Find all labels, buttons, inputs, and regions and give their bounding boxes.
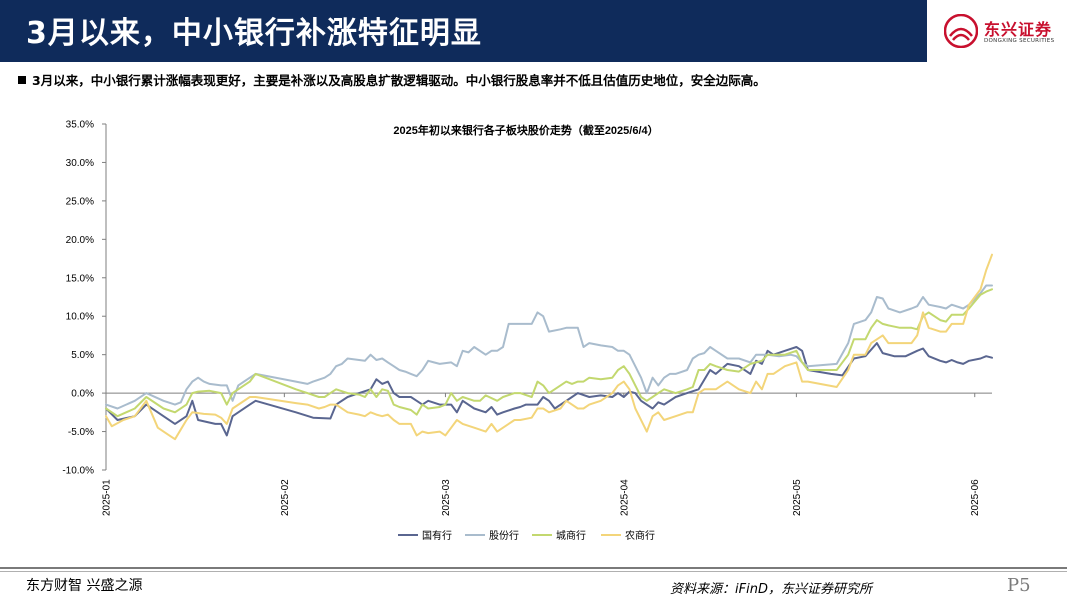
x-tick-label: 2025-04 [619,479,630,516]
y-tick-label: 30.0% [66,158,94,169]
y-tick-label: 20.0% [66,235,94,246]
summary-bullet: 3月以来，中小银行累计涨幅表现更好，主要是补涨以及高股息扩散逻辑驱动。中小银行股… [18,70,1058,89]
series-line-2 [105,284,993,410]
footer-slogan: 东方财智 兴盛之源 [26,578,143,594]
legend-label-3: 城商行 [556,529,586,542]
x-tick-label: 2025-06 [970,479,981,516]
y-tick-label: -5.0% [68,427,94,438]
x-tick-label: 2025-03 [441,479,452,516]
logo-text: 东兴证券 [984,20,1053,39]
footer-divider-thin [0,571,1067,572]
legend-label-1: 国有行 [422,529,452,542]
x-tick-label: 2025-02 [280,479,291,516]
y-tick-label: 10.0% [66,312,94,323]
series-line-4 [105,253,993,441]
header-bar [0,0,927,62]
y-tick-label: 0.0% [71,389,94,400]
series-line-3 [105,288,993,418]
line-chart: 35.0% 30.0% 25.0% 20.0% 15.0% 10.0% 5.0% 0.0% -5… [62,120,993,542]
footer-divider [0,567,1067,569]
y-tick-label: 5.0% [71,350,94,361]
page-number: P5 [1007,575,1031,596]
logo-subtext: DONGXING SECURITIES [984,38,1055,44]
y-tick-label: 25.0% [66,196,94,207]
chart-title: 2025年初以来银行各子板块股价走势（截至2025/6/4） [393,123,658,137]
y-tick-label: 35.0% [66,120,94,131]
x-tick-label: 2025-01 [102,479,113,516]
summary-text: 3月以来，中小银行累计涨幅表现更好，主要是补涨以及高股息扩散逻辑驱动。中小银行股… [32,73,766,88]
x-tick-label: 2025-05 [792,479,803,516]
logo-mark-icon [944,14,978,48]
y-tick-label: -10.0% [62,466,94,477]
square-bullet-icon [18,76,26,84]
series-line-1 [105,342,993,437]
company-logo: 东兴证券 DONGXING SECURITIES [944,14,1056,50]
y-tick-label: 15.0% [66,273,94,284]
footer-source: 资料来源：iFinD，东兴证券研究所 [670,582,872,597]
legend-label-4: 农商行 [625,529,655,542]
legend-label-2: 股份行 [489,529,519,542]
page-title: 3月以来，中小银行补涨特征明显 [26,16,482,51]
